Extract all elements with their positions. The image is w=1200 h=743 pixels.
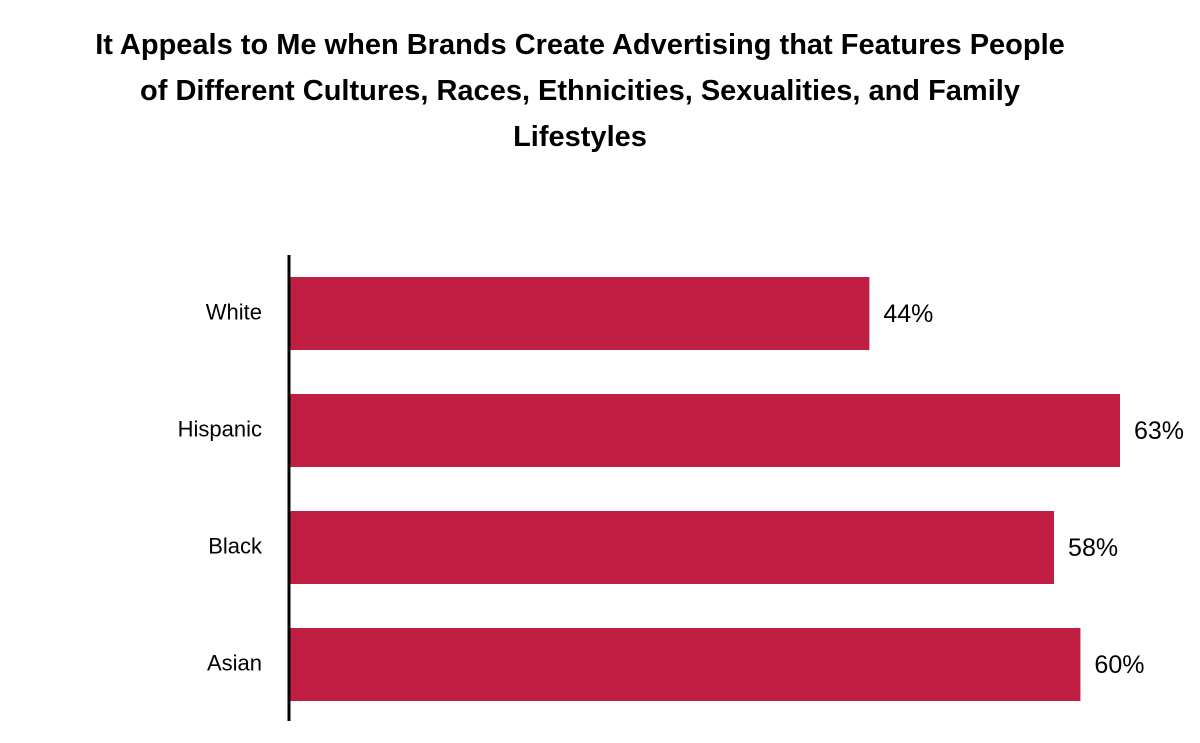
value-label-white: 44% <box>883 300 933 328</box>
bar-white <box>289 277 870 350</box>
chart-title: It Appeals to Me when Brands Create Adve… <box>0 22 1160 160</box>
value-label-asian: 60% <box>1094 651 1144 679</box>
chart-title-line-1: It Appeals to Me when Brands Create Adve… <box>95 29 1065 61</box>
chart-title-line-2: of Different Cultures, Races, Ethnicitie… <box>140 75 1020 107</box>
category-label-hispanic: Hispanic <box>178 416 262 441</box>
category-label-black: Black <box>208 533 263 558</box>
category-label-asian: Asian <box>207 650 262 675</box>
chart-title-line-3: Lifestyles <box>513 121 647 153</box>
value-label-black: 58% <box>1068 534 1118 562</box>
category-label-white: White <box>206 299 262 324</box>
value-label-hispanic: 63% <box>1134 417 1184 445</box>
bar-hispanic <box>289 394 1120 467</box>
bar-asian <box>289 628 1081 701</box>
bar-black <box>289 511 1055 584</box>
